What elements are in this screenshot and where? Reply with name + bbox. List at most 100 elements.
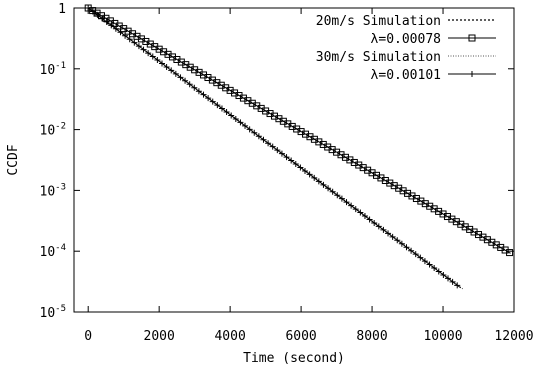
- data-point-plus: [260, 136, 267, 143]
- data-point-plus: [200, 91, 207, 98]
- y-tick-exponent: -2: [55, 122, 66, 132]
- data-point-plus: [417, 254, 424, 261]
- data-point-plus: [182, 77, 189, 84]
- data-point-plus: [469, 71, 475, 77]
- data-point-plus: [426, 261, 433, 268]
- data-point-plus: [251, 129, 258, 136]
- y-axis-label: CCDF: [6, 144, 21, 175]
- x-tick-label: 4000: [214, 329, 245, 344]
- data-point-square: [468, 34, 476, 42]
- series-line: [87, 7, 511, 254]
- y-tick-label: 10-2: [40, 122, 67, 139]
- x-tick-label: 0: [84, 329, 92, 344]
- data-point-plus: [338, 195, 345, 202]
- y-tick-label: 10-4: [40, 243, 67, 260]
- data-point-plus: [154, 57, 161, 64]
- data-point-plus: [389, 233, 396, 240]
- y-tick-base: 10: [40, 124, 56, 139]
- data-point-plus: [334, 192, 341, 199]
- data-point-plus: [94, 11, 101, 18]
- data-point-plus: [159, 60, 165, 67]
- data-point-plus: [297, 164, 304, 171]
- data-point-plus: [320, 181, 327, 188]
- legend-label: 30m/s Simulation: [316, 50, 441, 65]
- data-point-plus: [445, 275, 451, 282]
- y-tick-base: 10: [40, 63, 56, 78]
- x-axis-label: Time (second): [243, 351, 345, 366]
- data-point-plus: [177, 74, 184, 81]
- data-point-plus: [288, 157, 295, 164]
- y-tick-label: 10-1: [40, 61, 67, 78]
- data-point-plus: [283, 154, 290, 161]
- ticks-layer: 0 2000 4000 6000 8000 10000 12000110-110-210-3…: [40, 2, 534, 344]
- y-tick-base: 10: [40, 245, 56, 260]
- data-point-plus: [99, 15, 106, 22]
- x-tick-label: 2000: [144, 329, 175, 344]
- data-point-plus: [112, 25, 119, 32]
- data-point-plus: [385, 230, 392, 237]
- data-point-plus: [292, 161, 299, 168]
- legend-label: λ=0.00101: [371, 68, 441, 83]
- y-tick-exponent: -4: [55, 243, 66, 253]
- x-tick-label: 8000: [356, 329, 387, 344]
- data-point-plus: [131, 39, 138, 46]
- data-point-plus: [329, 188, 336, 195]
- data-point-plus: [315, 178, 322, 185]
- data-point-square: [506, 249, 514, 257]
- data-point-plus: [274, 147, 281, 154]
- y-tick-exponent: -3: [55, 182, 66, 192]
- data-point-plus: [348, 202, 355, 209]
- data-point-plus: [149, 53, 156, 60]
- data-point-plus: [412, 251, 419, 258]
- data-point-plus: [163, 63, 170, 70]
- data-point-plus: [195, 88, 202, 95]
- data-point-plus: [126, 36, 133, 43]
- legend: 20m/s Simulation λ=0.00078 30m/s Simulatio…: [316, 14, 496, 83]
- series-2: [84, 4, 514, 257]
- data-point-plus: [223, 109, 230, 116]
- data-point-plus: [408, 247, 415, 254]
- data-point-plus: [269, 143, 276, 150]
- data-point-plus: [366, 216, 373, 223]
- data-point-plus: [361, 213, 368, 220]
- data-point-plus: [380, 226, 387, 233]
- data-point-plus: [440, 271, 447, 278]
- data-point-plus: [122, 32, 129, 39]
- data-point-plus: [209, 98, 216, 105]
- data-point-plus: [237, 119, 244, 126]
- y-tick-base: 10: [40, 306, 56, 321]
- data-point-plus: [449, 278, 456, 285]
- data-point-plus: [117, 29, 124, 36]
- data-point-plus: [403, 244, 410, 251]
- data-point-plus: [108, 22, 115, 29]
- y-tick-base: 10: [40, 184, 56, 199]
- data-point-plus: [343, 199, 350, 206]
- data-point-plus: [375, 223, 382, 230]
- data-point-plus: [278, 150, 285, 157]
- data-point-plus: [302, 167, 308, 174]
- data-point-plus: [398, 240, 405, 247]
- data-point-plus: [186, 81, 193, 88]
- data-point-plus: [431, 265, 438, 272]
- data-point-plus: [191, 84, 198, 91]
- data-point-plus: [352, 206, 359, 213]
- plot-frame: [73, 7, 515, 313]
- data-point-plus: [306, 171, 313, 178]
- x-tick-label: 10000: [423, 329, 462, 344]
- y-tick-exponent: -1: [55, 61, 66, 71]
- data-point-plus: [454, 282, 461, 289]
- data-point-plus: [135, 43, 142, 50]
- data-point-plus: [311, 174, 318, 181]
- data-point-plus: [325, 185, 332, 192]
- y-tick-label: 10-3: [40, 182, 67, 199]
- data-point-plus: [255, 133, 262, 140]
- data-point-plus: [205, 95, 212, 102]
- data-point-plus: [172, 70, 179, 77]
- series-layer: [84, 4, 514, 290]
- data-point-plus: [357, 209, 364, 216]
- x-tick-label: 6000: [285, 329, 316, 344]
- data-point-plus: [228, 112, 235, 119]
- data-point-plus: [242, 122, 249, 129]
- y-tick-label: 10-5: [40, 304, 67, 321]
